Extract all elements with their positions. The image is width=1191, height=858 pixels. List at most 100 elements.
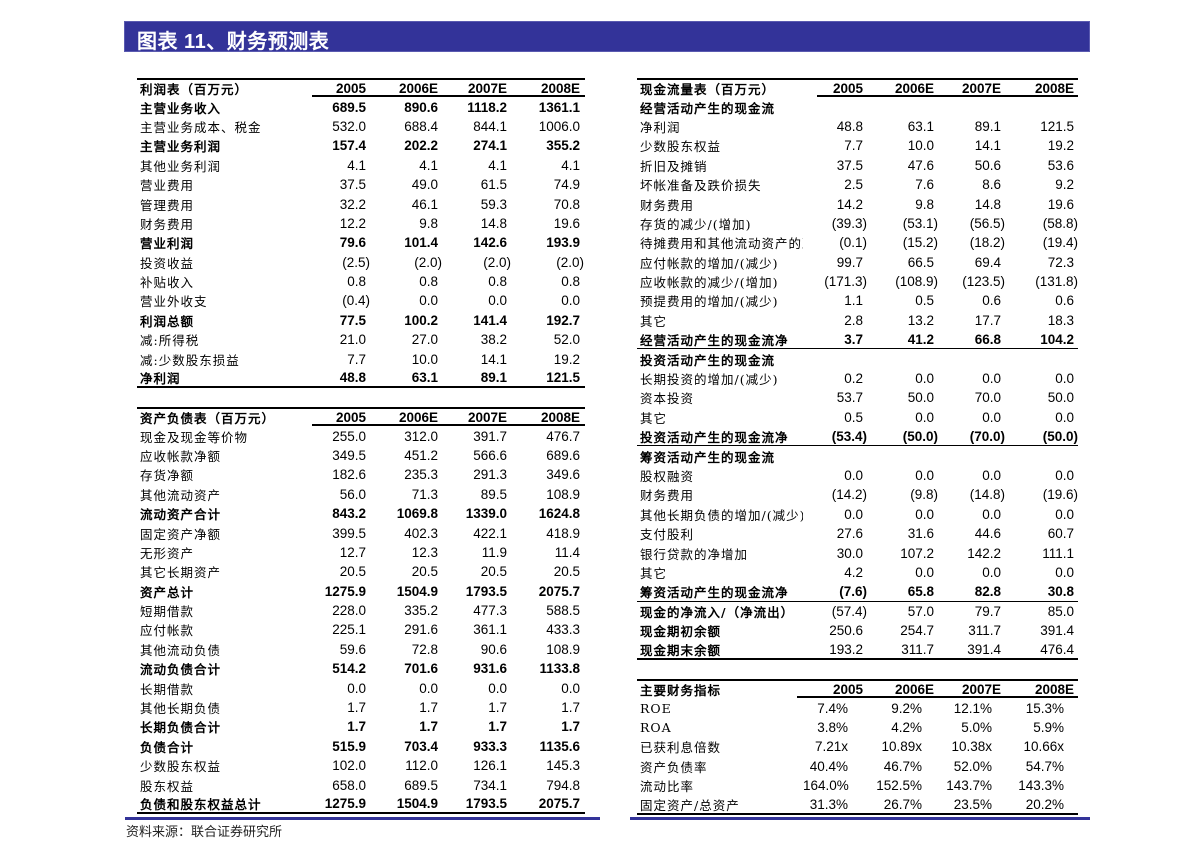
row-label: 固定资产/总资产 xyxy=(640,797,740,813)
cell-value: 3.8% xyxy=(817,719,848,735)
cell-value: 52.0% xyxy=(953,758,992,774)
row-label: 其他长期负债 xyxy=(140,701,222,717)
cell-value: 71.3 xyxy=(411,486,438,502)
column-header: 2006E xyxy=(398,410,438,426)
table-header-row: 利润表（百万元） 2005 2006E 2007E 2008E xyxy=(137,78,585,98)
table-row: 现金期末余额 193.2 311.7 391.4 476.4 xyxy=(637,640,1078,660)
cell-value: (50.0) xyxy=(902,428,938,444)
table-row: 其他业务利润 4.1 4.1 4.1 4.1 xyxy=(137,156,585,175)
table-row: 流动资产合计 843.2 1069.8 1339.0 1624.8 xyxy=(137,504,585,523)
table-row: 其他流动负债 59.6 72.8 90.6 108.9 xyxy=(137,640,585,659)
cell-value: 0.0 xyxy=(915,564,934,580)
row-label: 营业费用 xyxy=(140,178,195,194)
cell-value: 23.5% xyxy=(953,796,992,812)
key-indicators-table: 主要财务指标 2005 2006E 2007E 2008E ROE 7.4% 9.2% 12.1… xyxy=(637,679,1078,815)
table-row: 长期负债合计 1.7 1.7 1.7 1.7 xyxy=(137,717,585,736)
cell-value: 566.6 xyxy=(473,447,507,463)
row-label: 预提费用的增加/(减少) xyxy=(640,294,779,310)
cell-value: (7.6) xyxy=(839,583,867,599)
table-row: 折旧及摊销 37.5 47.6 50.6 53.6 xyxy=(637,156,1078,175)
row-label: 存货净额 xyxy=(140,468,195,484)
cell-value: 37.5 xyxy=(339,177,366,193)
cell-value: 21.0 xyxy=(339,332,366,348)
cell-value: 56.0 xyxy=(339,486,366,502)
row-label: 短期借款 xyxy=(140,604,195,620)
table-row: 已获利息倍数 7.21x 10.89x 10.38x 10.66x xyxy=(637,737,1078,756)
row-label: 财务费用 xyxy=(640,197,695,213)
balance-sheet-table: 资产负债表（百万元） 2005 2006E 2007E 2008E 现金及现金等价物 255… xyxy=(137,407,585,815)
header-underline xyxy=(312,424,585,427)
cell-value: 1133.8 xyxy=(539,661,580,677)
table-row: 无形资产 12.7 12.3 11.9 11.4 xyxy=(137,543,585,562)
column-header: 2008E xyxy=(1034,81,1074,97)
cell-value: 476.7 xyxy=(546,428,580,444)
table-row: 利润总额 77.5 100.2 141.4 192.7 xyxy=(137,311,585,330)
cell-value: 274.1 xyxy=(473,138,507,154)
cell-value: 102.0 xyxy=(332,758,366,774)
cell-value: 0.0 xyxy=(915,468,934,483)
cell-value: (0.1) xyxy=(839,235,867,251)
row-label: 现金及现金等价物 xyxy=(140,429,249,445)
cell-value: 0.0 xyxy=(982,371,1001,387)
cell-value: 50.0 xyxy=(1047,390,1074,406)
column-header: 2006E xyxy=(894,682,934,698)
cell-value: 20.5 xyxy=(553,564,580,580)
cell-value: 66.8 xyxy=(974,331,1001,347)
row-label: 负债和股东权益总计 xyxy=(140,797,262,813)
table-title: 资产负债表（百万元） xyxy=(140,411,276,427)
row-label: 财务费用 xyxy=(140,216,195,232)
cell-value: 53.7 xyxy=(836,390,863,406)
cell-value: 152.5% xyxy=(876,778,922,794)
source-note: 资料来源：联合证券研究所 xyxy=(126,825,283,840)
table-row: 投资收益 (2.5) (2.0) (2.0) (2.0) xyxy=(137,253,585,272)
cell-value: 2075.7 xyxy=(538,583,580,599)
cell-value: 1.7 xyxy=(419,700,438,716)
table-row: 筹资活动产生的现金流净 (7.6) 65.8 82.8 30.8 xyxy=(637,582,1078,602)
cell-value: 228.0 xyxy=(332,603,366,619)
cell-value: 703.4 xyxy=(404,738,438,754)
cell-value: 19.6 xyxy=(553,215,580,231)
cell-value: 355.2 xyxy=(546,138,580,154)
cell-value: 514.2 xyxy=(332,661,366,677)
cell-value: 20.5 xyxy=(480,564,507,580)
table-row: 主营业务利润 157.4 202.2 274.1 355.2 xyxy=(137,136,585,155)
cell-value: 142.6 xyxy=(473,235,507,251)
table-row: 固定资产/总资产 31.3% 26.7% 23.5% 20.2% xyxy=(637,795,1078,815)
cell-value: 1069.8 xyxy=(396,506,438,522)
table-row: 经营活动产生的现金流净 3.7 41.2 66.8 104.2 xyxy=(637,330,1078,350)
cell-value: 157.4 xyxy=(332,138,366,154)
column-header: 2006E xyxy=(398,81,438,97)
income-statement-table: 利润表（百万元） 2005 2006E 2007E 2008E 主营业务收入 689.5 89… xyxy=(137,78,585,389)
cell-value: 44.6 xyxy=(974,526,1001,542)
cell-value: 48.8 xyxy=(339,370,366,386)
cell-value: 658.0 xyxy=(332,777,366,793)
cell-value: 7.7 xyxy=(844,138,863,154)
cell-value: 0.0 xyxy=(419,680,438,696)
cell-value: 2.5 xyxy=(844,177,863,193)
cell-value: 451.2 xyxy=(404,447,438,463)
cell-value: 0.6 xyxy=(982,293,1001,309)
table-row: 筹资活动产生的现金流 xyxy=(637,446,1078,465)
row-label: 财务费用 xyxy=(640,488,695,504)
cell-value: 0.0 xyxy=(419,293,438,309)
row-label: 其他流动负债 xyxy=(140,642,222,658)
row-label: 少数股东权益 xyxy=(140,759,222,775)
cell-value: 0.0 xyxy=(347,680,366,696)
table-title: 现金流量表（百万元） xyxy=(640,82,776,98)
table-row: 负债合计 515.9 703.4 933.3 1135.6 xyxy=(137,737,585,756)
cell-value: 13.2 xyxy=(907,312,934,328)
cell-value: (19.6) xyxy=(1042,487,1078,503)
cell-value: 4.1 xyxy=(488,157,507,173)
table-row: 银行贷款的净增加 30.0 107.2 142.2 111.1 xyxy=(637,543,1078,562)
cell-value: 1.7 xyxy=(347,700,366,716)
cell-value: 37.5 xyxy=(836,157,863,173)
cell-value: (14.2) xyxy=(831,487,867,503)
cell-value: 0.8 xyxy=(488,274,507,290)
row-label: 主营业务收入 xyxy=(140,100,222,116)
cell-value: 12.1% xyxy=(953,700,992,716)
cell-value: 794.8 xyxy=(546,777,580,793)
cell-value: 20.5 xyxy=(411,564,438,580)
cell-value: 10.0 xyxy=(907,138,934,154)
row-label: 其它 xyxy=(640,565,668,581)
row-label: 现金期末余额 xyxy=(640,642,722,658)
